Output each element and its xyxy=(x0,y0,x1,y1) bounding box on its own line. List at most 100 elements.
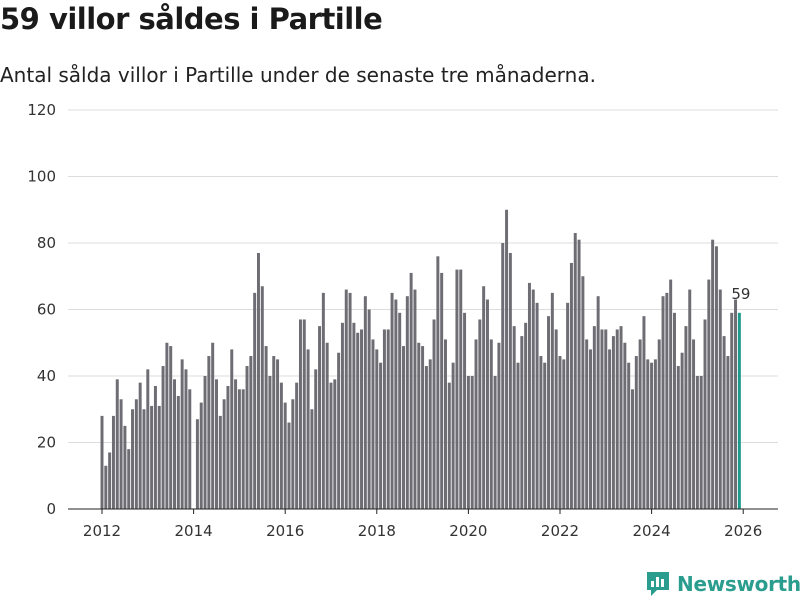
bar xyxy=(451,362,455,509)
bar xyxy=(413,289,417,509)
bar xyxy=(222,399,226,509)
x-tick-label: 2024 xyxy=(633,522,671,540)
bar xyxy=(207,356,211,509)
bar xyxy=(173,379,177,509)
bar xyxy=(680,352,684,509)
bar xyxy=(432,319,436,509)
bar xyxy=(707,279,711,509)
bar xyxy=(558,356,562,509)
bar xyxy=(127,449,131,509)
bar xyxy=(195,419,199,509)
bar xyxy=(310,409,314,509)
bar xyxy=(569,262,573,509)
y-tick-label: 120 xyxy=(27,101,56,119)
bar xyxy=(417,342,421,509)
x-tick-label: 2022 xyxy=(541,522,579,540)
bar xyxy=(672,312,676,509)
bar xyxy=(695,376,699,509)
bar xyxy=(199,402,203,509)
latest-value-label: 59 xyxy=(731,285,750,303)
y-tick-label: 40 xyxy=(37,367,56,385)
bar xyxy=(661,296,665,509)
bar xyxy=(543,362,547,509)
x-tick-label: 2012 xyxy=(83,522,121,540)
bar xyxy=(531,289,535,509)
bar xyxy=(287,422,291,509)
bar xyxy=(302,319,306,509)
bar xyxy=(676,366,680,509)
bar xyxy=(356,332,360,509)
bar xyxy=(142,409,146,509)
bar xyxy=(489,339,493,509)
bar xyxy=(260,286,264,509)
bar xyxy=(535,302,539,509)
bar xyxy=(279,382,283,509)
x-tick-label: 2016 xyxy=(266,522,304,540)
newsworthy-logo-icon xyxy=(647,572,669,596)
chart-subtitle: Antal sålda villor i Partille under de s… xyxy=(0,63,596,87)
x-tick-label: 2020 xyxy=(449,522,487,540)
bar xyxy=(443,339,447,509)
bar xyxy=(333,379,337,509)
bar xyxy=(424,366,428,509)
y-tick-label: 80 xyxy=(37,234,56,252)
y-axis-ticks: 0 20 40 60 80 100 120 xyxy=(27,101,56,518)
bar xyxy=(291,399,295,509)
bar xyxy=(611,336,615,509)
bar xyxy=(203,376,207,509)
bar xyxy=(466,376,470,509)
bar xyxy=(379,362,383,509)
bar xyxy=(474,339,478,509)
bar xyxy=(188,389,192,509)
bar xyxy=(608,349,612,509)
bar xyxy=(734,299,738,509)
bar xyxy=(165,342,169,509)
bar xyxy=(131,409,135,509)
bar xyxy=(653,359,657,509)
bar xyxy=(440,272,444,509)
bar xyxy=(180,359,184,509)
bar xyxy=(573,233,577,509)
bar xyxy=(123,425,127,509)
bar xyxy=(348,292,352,509)
bar xyxy=(718,289,722,509)
bar xyxy=(119,399,123,509)
bar xyxy=(459,269,463,509)
bar xyxy=(520,336,524,509)
bar xyxy=(276,359,280,509)
brand-logo[interactable]: Newsworthy xyxy=(645,570,800,598)
bar xyxy=(642,316,646,509)
bar xyxy=(470,376,474,509)
bar xyxy=(249,356,253,509)
bar xyxy=(703,319,707,509)
bar xyxy=(256,252,260,509)
bar xyxy=(657,339,661,509)
bar xyxy=(176,395,180,509)
bar xyxy=(726,356,730,509)
bar xyxy=(516,362,520,509)
bar xyxy=(463,312,467,509)
bar xyxy=(394,299,398,509)
bar xyxy=(482,286,486,509)
bar xyxy=(161,366,165,509)
bar xyxy=(478,319,482,509)
bar xyxy=(306,349,310,509)
bar xyxy=(390,292,394,509)
bar xyxy=(711,239,715,510)
bar xyxy=(153,385,157,509)
brand-name: Newsworthy xyxy=(677,572,800,596)
y-tick-label: 100 xyxy=(27,168,56,186)
bar xyxy=(562,359,566,509)
bar xyxy=(295,382,299,509)
bar xyxy=(550,292,554,509)
bar xyxy=(554,329,558,509)
bar xyxy=(382,329,386,509)
bar xyxy=(314,369,318,509)
bar xyxy=(340,322,344,509)
bar xyxy=(615,329,619,509)
bar xyxy=(226,385,230,509)
bar xyxy=(115,379,119,509)
bar xyxy=(352,322,356,509)
bar xyxy=(600,329,604,509)
